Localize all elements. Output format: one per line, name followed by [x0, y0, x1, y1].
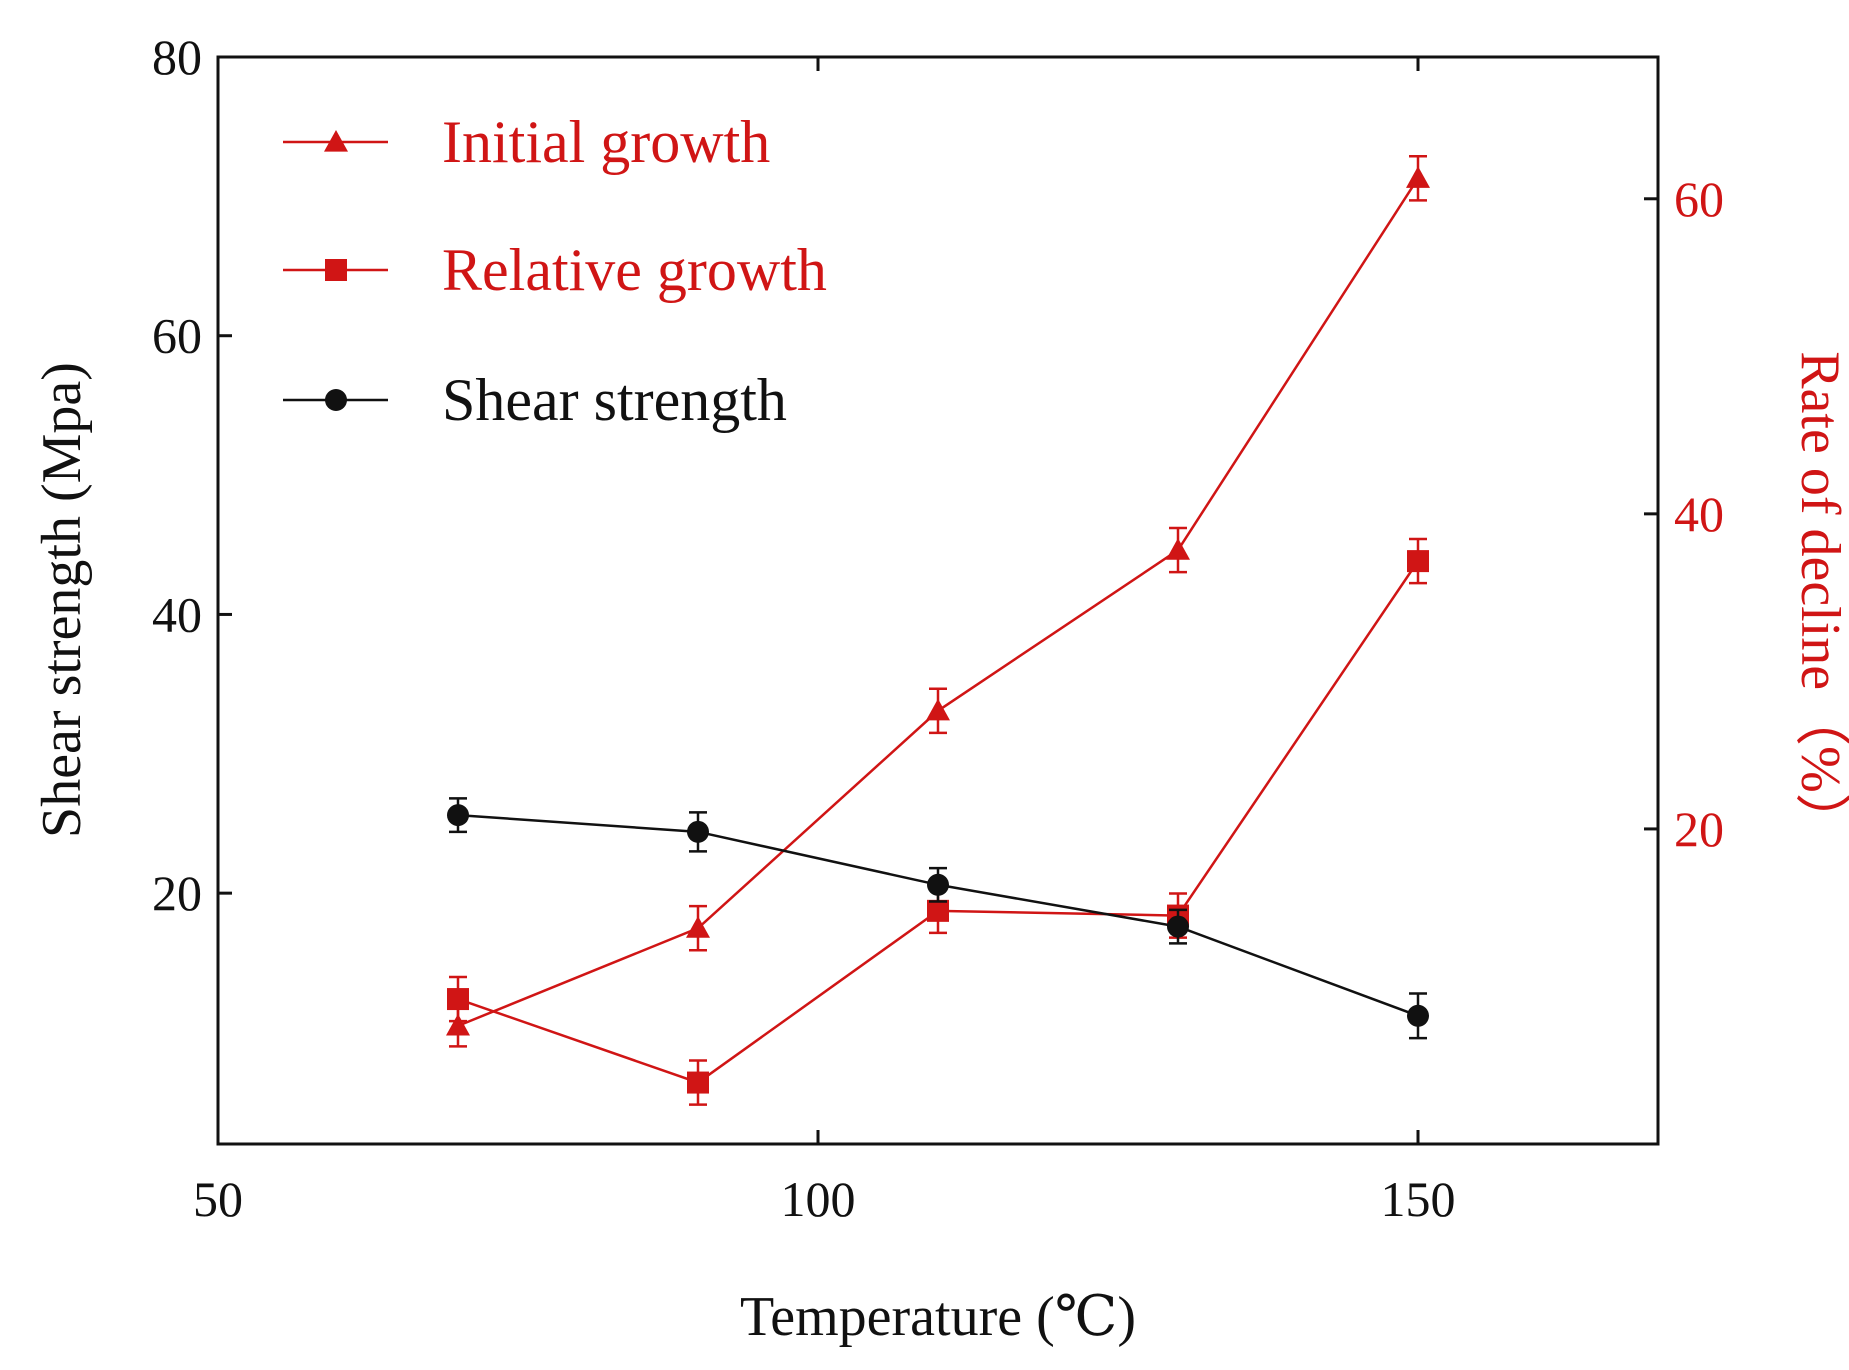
data-point: [446, 1013, 470, 1036]
left-y-axis-title: Shear strength (Mpa): [31, 362, 93, 838]
legend-label: Shear strength: [442, 367, 787, 433]
data-point: [1406, 166, 1430, 188]
data-point: [1407, 1004, 1429, 1027]
data-point: [1407, 550, 1429, 573]
left-y-tick-label: 80: [152, 29, 202, 85]
x-tick-label: 100: [781, 1171, 856, 1227]
right-y-axis-title: Rate of decline（%）: [1789, 351, 1849, 849]
legend-marker: [325, 259, 347, 281]
left-y-tick-label: 40: [152, 586, 202, 642]
right-y-tick-label: 60: [1674, 171, 1724, 227]
x-axis-ticks: 50 100 150: [193, 57, 1456, 1227]
x-tick-label: 50: [193, 1171, 243, 1227]
right-y-tick-label: 20: [1674, 801, 1724, 857]
right-y-tick-label: 40: [1674, 486, 1724, 542]
legend: Initial growth Relative growth Shear stren…: [283, 109, 827, 433]
series-line: [457, 560, 1420, 1084]
left-y-axis-ticks: 20 40 60 80: [152, 29, 232, 921]
plot-frame: [216, 55, 1660, 1146]
data-point: [1167, 915, 1189, 938]
x-axis-title: Temperature (℃): [740, 1286, 1136, 1348]
legend-marker: [325, 389, 347, 411]
data-point: [1166, 538, 1190, 560]
data-point: [687, 820, 709, 843]
left-y-tick-label: 60: [152, 308, 202, 364]
series-initial-growth: [446, 154, 1430, 1048]
data-point: [447, 988, 469, 1011]
legend-label: Initial growth: [442, 109, 770, 175]
legend-marker: [324, 130, 348, 152]
series-layer: [446, 154, 1430, 1106]
legend-label: Relative growth: [442, 237, 827, 303]
plot-area-border: [216, 55, 1660, 1146]
left-y-tick-label: 20: [152, 865, 202, 921]
data-point: [927, 873, 949, 896]
legend-item: Relative growth: [283, 237, 827, 303]
series-shear-strength: [447, 797, 1429, 1040]
data-point: [926, 698, 950, 721]
data-point: [927, 899, 949, 922]
data-point: [687, 1071, 709, 1094]
data-point: [447, 804, 469, 827]
data-point: [686, 916, 710, 938]
series-relative-growth: [447, 537, 1429, 1106]
right-y-axis-ticks: 20 40 60: [1644, 171, 1724, 857]
legend-item: Initial growth: [283, 109, 770, 175]
legend-item: Shear strength: [283, 367, 787, 433]
x-tick-label: 150: [1381, 1171, 1456, 1227]
